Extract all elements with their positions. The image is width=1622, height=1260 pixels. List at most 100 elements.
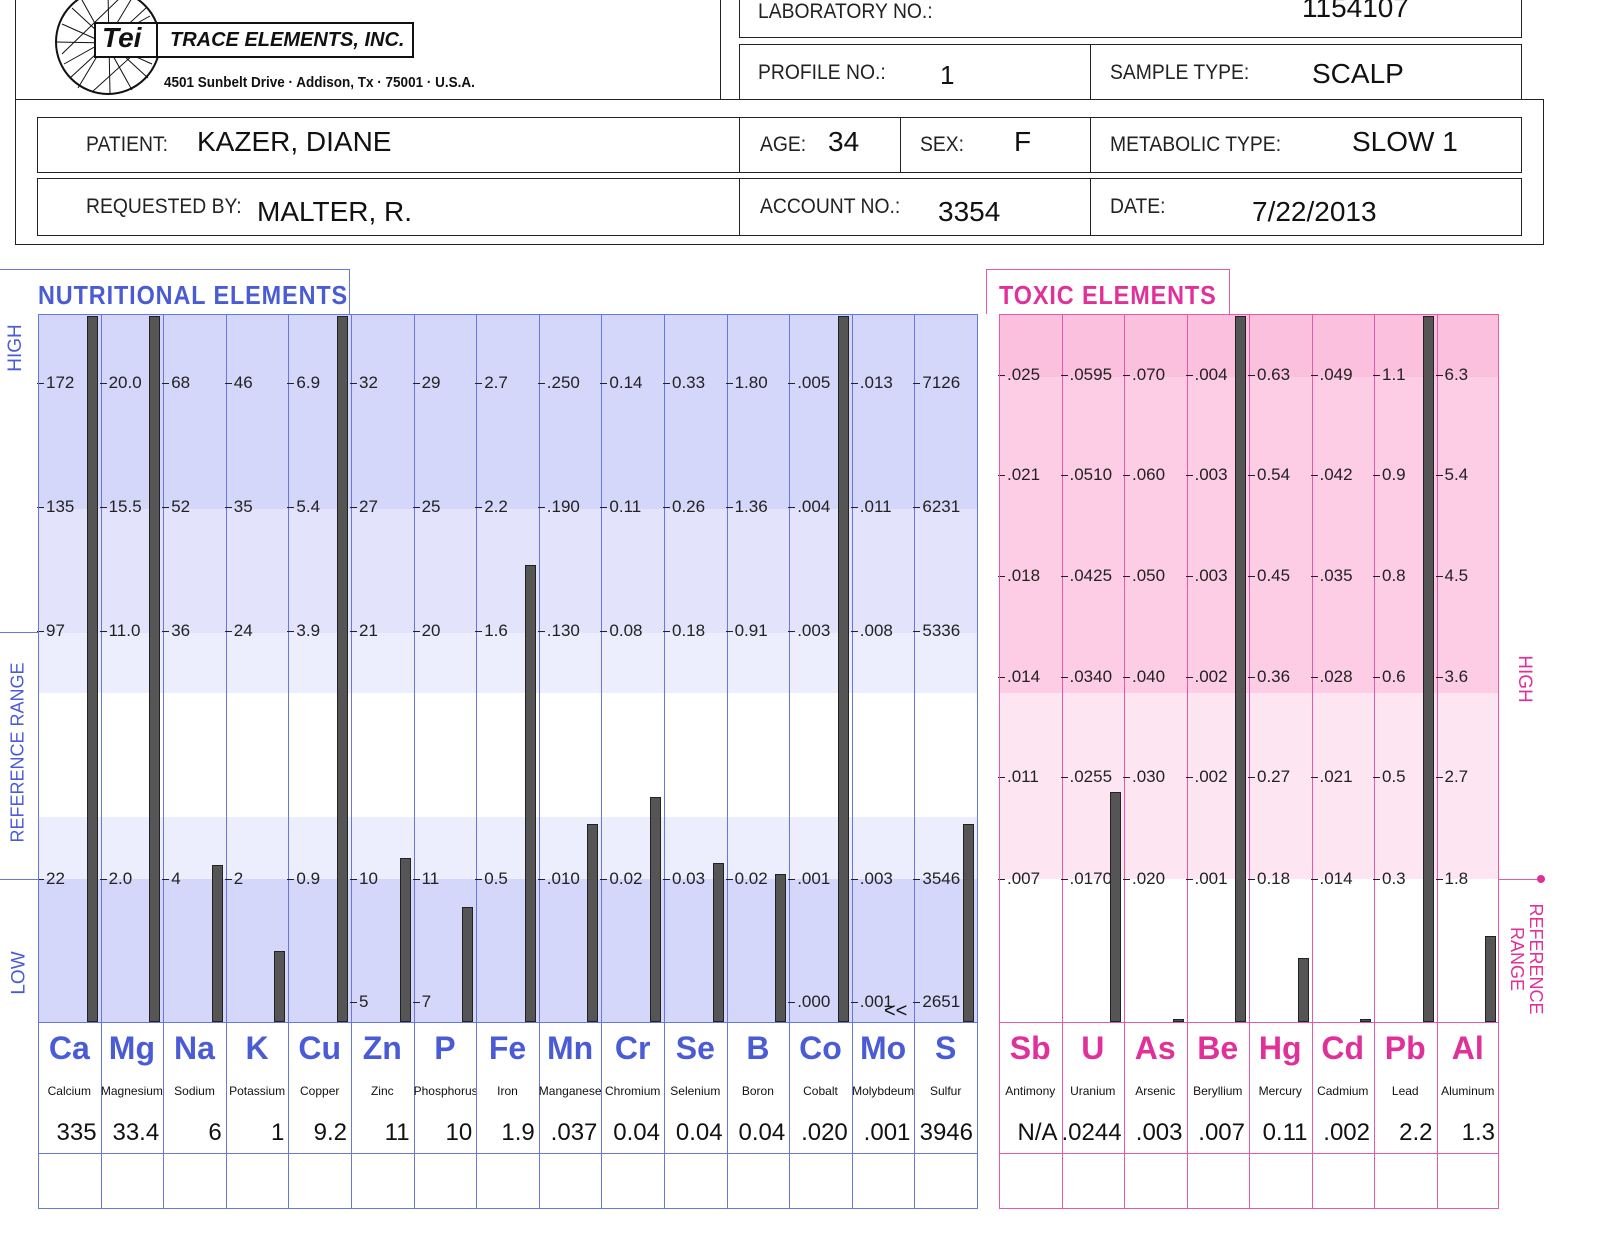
element-name-se: Selenium <box>670 1084 721 1098</box>
element-column-cu <box>288 314 351 1209</box>
tick-label: 0.11 <box>600 497 641 517</box>
nut-side-high: HIGH <box>4 324 26 372</box>
element-result-sb: N/A <box>1017 1119 1058 1146</box>
bar-u <box>1110 791 1121 1022</box>
tick-label: .035 <box>1311 566 1353 586</box>
account-value: 3354 <box>938 196 1001 227</box>
bar-s <box>963 824 974 1022</box>
tick-label: 0.63 <box>1248 365 1290 385</box>
tick-label: 0.91 <box>726 621 768 641</box>
element-result-mn: .037 <box>550 1119 598 1146</box>
tick-label: 0.9 <box>287 869 320 889</box>
element-result-co: .020 <box>801 1119 848 1146</box>
element-name-pb: Lead <box>1391 1084 1419 1098</box>
tick-label: 11.0 <box>100 621 141 641</box>
element-name-mn: Manganese <box>538 1084 602 1098</box>
tick-label: 5336 <box>913 621 960 641</box>
tick-label: 10 <box>350 869 378 889</box>
element-column-se <box>664 314 727 1209</box>
tick-label: 0.3 <box>1373 869 1406 889</box>
tick-label: 2.7 <box>475 373 508 393</box>
tick-label: .002 <box>1186 767 1228 787</box>
age-label: AGE: <box>760 133 807 156</box>
tick-label: .005 <box>788 373 830 393</box>
element-name-na: Sodium <box>174 1084 215 1098</box>
element-symbol-b: B <box>746 1030 770 1066</box>
nutritional-title-tab <box>0 269 350 314</box>
tick-label: 22 <box>37 869 65 889</box>
element-name-mg: Magnesium <box>100 1084 163 1098</box>
tick-label: 1.80 <box>726 373 768 393</box>
tick-label: 0.54 <box>1248 465 1290 485</box>
element-name-as: Arsenic <box>1135 1084 1176 1098</box>
tick-label: .008 <box>851 621 893 641</box>
tick-label: .250 <box>538 373 580 393</box>
tick-label: .013 <box>851 373 893 393</box>
tick-label: 1.6 <box>475 621 508 641</box>
element-name-al: Aluminum <box>1441 1084 1495 1098</box>
element-column-fe <box>476 314 539 1209</box>
tick-label: 0.9 <box>1373 465 1406 485</box>
tick-label: .014 <box>1311 869 1353 889</box>
nutritional-title: NUTRITIONAL ELEMENTS <box>38 280 349 310</box>
tick-label: 1.8 <box>1436 869 1469 889</box>
element-column-hg <box>1249 314 1312 1209</box>
element-result-cd: .002 <box>1323 1119 1370 1146</box>
element-symbol-be: Be <box>1197 1030 1239 1066</box>
element-symbol-s: S <box>935 1030 957 1066</box>
sample-type-value: SCALP <box>1312 58 1404 89</box>
date-value: 7/22/2013 <box>1252 196 1377 227</box>
element-symbol-p: P <box>434 1030 456 1066</box>
tick-label: .001 <box>851 992 893 1012</box>
tick-label: .0595 <box>1061 365 1113 385</box>
bar-as <box>1172 1019 1184 1022</box>
ref-dot-icon <box>1537 875 1545 883</box>
tick-label: 0.5 <box>1373 767 1406 787</box>
toxic-frame <box>999 314 1499 1209</box>
tick-label: 32 <box>350 373 378 393</box>
bar-zn <box>399 857 411 1022</box>
element-symbol-k: K <box>245 1030 269 1066</box>
tick-label: 0.18 <box>1248 869 1290 889</box>
bar-fe <box>524 564 536 1022</box>
lab-no-label: LABORATORY NO.: <box>758 0 933 23</box>
tick-label: .049 <box>1311 365 1353 385</box>
tick-label: 4.5 <box>1436 566 1469 586</box>
element-name-ca: Calcium <box>47 1084 91 1098</box>
element-result-ca: 335 <box>56 1119 97 1146</box>
tick-label: .0340 <box>1061 667 1113 687</box>
patient-value: KAZER, DIANE <box>197 126 392 157</box>
tick-label: 0.27 <box>1248 767 1290 787</box>
tick-label: 36 <box>162 621 190 641</box>
element-column-cd <box>1311 314 1375 1209</box>
age-value: 34 <box>828 126 860 157</box>
element-column-s <box>914 314 977 1209</box>
element-column-k <box>225 314 289 1209</box>
tick-label: .025 <box>998 365 1040 385</box>
element-symbol-mo: Mo <box>859 1030 907 1066</box>
element-symbol-na: Na <box>174 1030 215 1066</box>
tick-label: .003 <box>788 621 830 641</box>
tick-label: .003 <box>1186 566 1228 586</box>
tick-label: .018 <box>998 566 1040 586</box>
element-column-pb <box>1374 314 1437 1209</box>
element-symbol-cd: Cd <box>1321 1030 1365 1066</box>
element-result-b: 0.04 <box>738 1119 786 1146</box>
element-name-fe: Iron <box>497 1084 518 1098</box>
requested-row <box>37 178 1522 236</box>
bar-se <box>712 863 724 1022</box>
tick-label: 25 <box>413 497 441 517</box>
account-label: ACCOUNT NO.: <box>760 195 901 218</box>
bar-cd <box>1360 1019 1371 1022</box>
element-result-k: 1 <box>271 1119 285 1146</box>
tick-label: 5.4 <box>287 497 320 517</box>
tox-side-ref: REFERENCE RANGE <box>1507 899 1546 1019</box>
tick-label: 35 <box>225 497 253 517</box>
profile-no-label: PROFILE NO.: <box>758 61 886 84</box>
tick-label: .000 <box>788 992 830 1012</box>
tick-label: 1.36 <box>726 497 768 517</box>
tick-label: 4 <box>162 869 180 889</box>
tick-label: 7 <box>413 992 431 1012</box>
tick-label: 2 <box>225 869 243 889</box>
element-name-co: Cobalt <box>803 1084 838 1098</box>
